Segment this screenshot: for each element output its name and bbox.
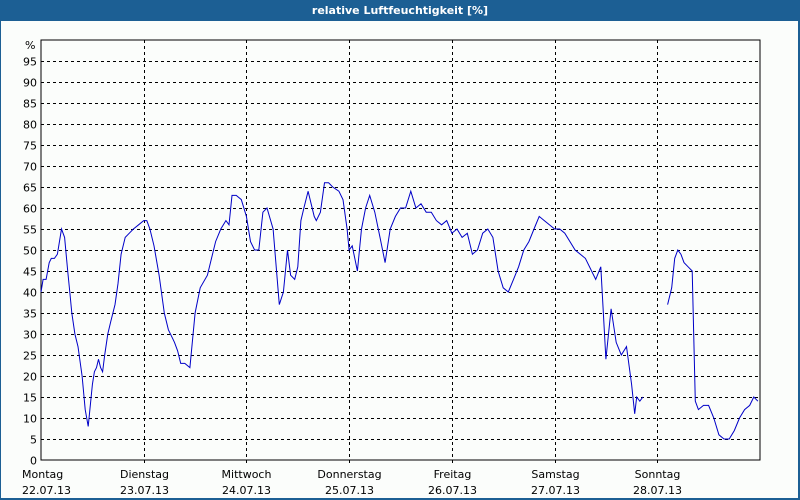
y-tick-label: 60 xyxy=(23,203,37,216)
y-tick-label: 30 xyxy=(23,329,37,342)
y-axis-ticks: 0 5 10 15 20 25 30 35 40 45 50 55 60 65 70 75 80 85 90 95 xyxy=(23,56,37,468)
gridlines xyxy=(41,40,760,466)
x-date-label: 24.07.13 xyxy=(222,484,271,497)
y-tick-label: 65 xyxy=(23,182,37,195)
series-line xyxy=(40,182,644,427)
x-day-label: Sonntag xyxy=(635,468,681,481)
y-tick-label: 45 xyxy=(23,266,37,279)
x-day-label: Mittwoch xyxy=(222,468,272,481)
y-tick-label: 40 xyxy=(23,287,37,300)
y-tick-label: 15 xyxy=(23,392,37,405)
y-tick-label: 90 xyxy=(23,77,37,90)
x-day-label: Dienstag xyxy=(120,468,169,481)
y-tick-label: 80 xyxy=(23,119,37,132)
y-tick-label: 20 xyxy=(23,371,37,384)
plot-frame xyxy=(40,39,761,461)
x-day-label: Samstag xyxy=(531,468,579,481)
x-date-label: 25.07.13 xyxy=(325,484,374,497)
x-date-label: 26.07.13 xyxy=(428,484,477,497)
y-tick-label: 5 xyxy=(30,434,37,447)
y-tick-label: 25 xyxy=(23,350,37,363)
y-tick-label: 35 xyxy=(23,308,37,321)
y-tick-label: 0 xyxy=(30,455,37,468)
y-tick-label: 10 xyxy=(23,413,37,426)
x-axis-labels: Montag 22.07.13 Dienstag 23.07.13 Mittwoch 24… xyxy=(22,468,682,497)
chart-title: relative Luftfeuchtigkeit [%] xyxy=(0,0,800,21)
x-date-label: 22.07.13 xyxy=(22,484,71,497)
x-day-label: Montag xyxy=(22,468,63,481)
y-axis-unit: % xyxy=(25,39,35,52)
y-tick-label: 50 xyxy=(23,245,37,258)
x-date-label: 23.07.13 xyxy=(120,484,169,497)
series-line xyxy=(667,248,759,440)
humidity-series xyxy=(40,182,759,440)
y-tick-label: 75 xyxy=(23,140,37,153)
y-tick-label: 70 xyxy=(23,161,37,174)
x-day-label: Freitag xyxy=(434,468,472,481)
y-tick-label: 95 xyxy=(23,56,37,69)
x-date-label: 28.07.13 xyxy=(633,484,682,497)
y-tick-label: 85 xyxy=(23,98,37,111)
x-day-label: Donnerstag xyxy=(317,468,381,481)
y-tick-label: 55 xyxy=(23,224,37,237)
x-date-label: 27.07.13 xyxy=(531,484,580,497)
